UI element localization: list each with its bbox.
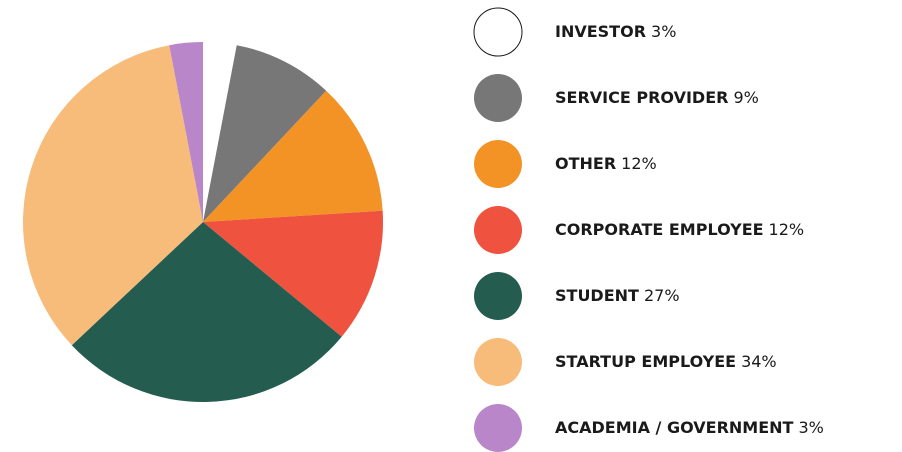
legend-value: 9% (733, 88, 758, 107)
legend-swatch (474, 74, 522, 122)
pie-slice (203, 210, 383, 337)
legend-swatch (474, 206, 522, 254)
legend-name: OTHER (555, 154, 616, 173)
legend-value: 34% (741, 352, 777, 371)
legend-name: SERVICE PROVIDER (555, 88, 728, 107)
legend-label: STARTUP EMPLOYEE 34% (555, 352, 777, 371)
legend-label: STUDENT 27% (555, 286, 680, 305)
legend-label: ACADEMIA / GOVERNMENT 3% (555, 418, 824, 437)
legend-label: OTHER 12% (555, 154, 657, 173)
legend-swatch (474, 140, 522, 188)
pie-slice (203, 42, 237, 222)
legend-name: STARTUP EMPLOYEE (555, 352, 736, 371)
legend-name: ACADEMIA / GOVERNMENT (555, 418, 794, 437)
legend-swatch (474, 272, 522, 320)
legend-value: 12% (769, 220, 805, 239)
legend-swatch (473, 7, 523, 57)
legend-name: CORPORATE EMPLOYEE (555, 220, 764, 239)
pie-slice (203, 90, 383, 222)
legend-name: INVESTOR (555, 22, 646, 41)
legend-name: STUDENT (555, 286, 639, 305)
pie-slice (23, 45, 204, 346)
pie-slice (71, 222, 342, 403)
legend-value: 27% (644, 286, 680, 305)
legend-value: 3% (798, 418, 823, 437)
pie-slice (203, 45, 327, 222)
legend-value: 12% (621, 154, 657, 173)
legend-swatch (474, 404, 522, 452)
pie-slice (169, 42, 203, 222)
legend-label: SERVICE PROVIDER 9% (555, 88, 759, 107)
legend-value: 3% (651, 22, 676, 41)
legend-label: CORPORATE EMPLOYEE 12% (555, 220, 804, 239)
legend-label: INVESTOR 3% (555, 22, 676, 41)
legend-swatch (474, 338, 522, 386)
